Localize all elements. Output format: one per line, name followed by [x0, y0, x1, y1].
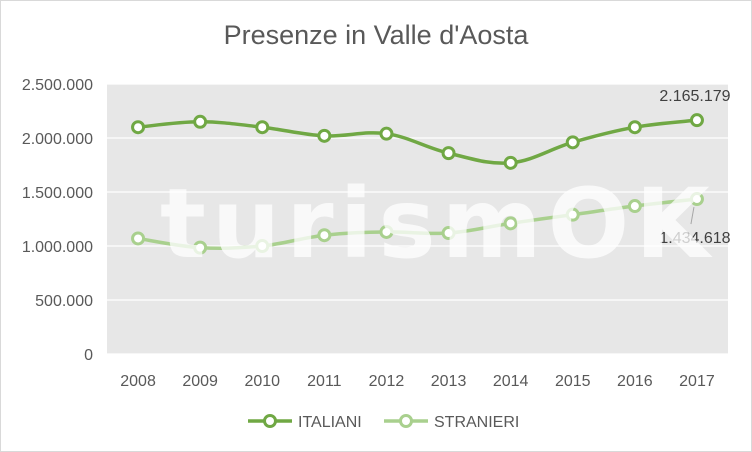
chart-title: Presenze in Valle d'Aosta — [223, 20, 529, 50]
data-point-italiani — [317, 128, 332, 143]
y-tick-label: 2.500.000 — [22, 77, 93, 94]
legend-swatch-marker — [263, 414, 277, 428]
data-point-italiani — [255, 120, 270, 135]
y-tick-label: 1.000.000 — [22, 239, 93, 256]
data-point-stranieri — [255, 239, 270, 253]
y-tick-label: 0 — [84, 347, 93, 364]
data-point-stranieri — [503, 216, 518, 231]
data-label: 1.434.618 — [659, 230, 730, 247]
data-point-stranieri — [627, 199, 642, 214]
x-tick-label: 2012 — [369, 373, 405, 390]
data-point-italiani — [441, 146, 456, 161]
data-point-stranieri — [379, 224, 394, 239]
data-point-stranieri — [131, 231, 146, 246]
data-point-italiani — [379, 126, 394, 141]
x-tick-label: 2015 — [555, 373, 591, 390]
data-point-stranieri — [565, 207, 580, 222]
data-label: 2.165.179 — [659, 88, 730, 105]
x-tick-label: 2016 — [617, 373, 653, 390]
annotation-leader-line — [690, 206, 695, 225]
x-tick-label: 2014 — [493, 373, 529, 390]
y-tick-label: 1.500.000 — [22, 185, 93, 202]
legend-label: ITALIANI — [298, 414, 362, 431]
x-tick-label: 2017 — [679, 373, 715, 390]
data-point-italiani — [689, 113, 704, 128]
legend-label: STRANIERI — [434, 414, 519, 431]
legend-swatch-marker — [399, 414, 413, 428]
data-point-stranieri — [193, 240, 208, 255]
x-tick-label: 2013 — [431, 373, 467, 390]
x-tick-label: 2008 — [120, 373, 156, 390]
x-tick-label: 2011 — [307, 373, 342, 390]
data-point-italiani — [627, 120, 642, 135]
data-point-stranieri — [689, 192, 704, 207]
x-tick-label: 2009 — [182, 373, 218, 390]
data-point-stranieri — [317, 228, 332, 243]
data-point-stranieri — [441, 226, 456, 241]
series-line-italiani — [136, 118, 699, 165]
x-tick-label: 2010 — [244, 373, 280, 390]
y-tick-label: 500.000 — [35, 293, 93, 310]
series-line-stranieri — [136, 197, 699, 251]
data-point-italiani — [565, 135, 580, 150]
data-point-italiani — [503, 155, 518, 170]
y-tick-label: 2.000.000 — [22, 131, 93, 148]
data-point-italiani — [193, 114, 208, 129]
data-point-italiani — [131, 120, 146, 135]
